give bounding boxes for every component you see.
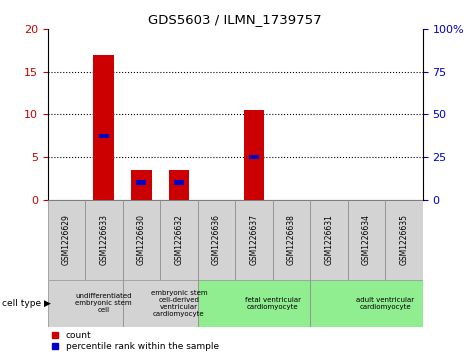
Bar [198,280,310,327]
Text: adult ventricular
cardiomyocyte: adult ventricular cardiomyocyte [356,297,414,310]
Title: GDS5603 / ILMN_1739757: GDS5603 / ILMN_1739757 [148,13,322,26]
Text: GSM1226631: GSM1226631 [324,214,333,265]
Bar [123,200,160,280]
Bar [273,200,310,280]
Bar [123,280,198,327]
Text: GSM1226635: GSM1226635 [399,214,408,265]
Text: GSM1226629: GSM1226629 [62,214,71,265]
Text: GSM1226633: GSM1226633 [99,214,108,265]
Text: fetal ventricular
cardiomyocyte: fetal ventricular cardiomyocyte [245,297,301,310]
Bar [48,280,123,327]
Legend: count, percentile rank within the sample: count, percentile rank within the sample [52,331,219,351]
Text: undifferentiated
embryonic stem
cell: undifferentiated embryonic stem cell [76,293,132,313]
Bar [244,110,264,200]
Bar [198,200,235,280]
Bar [348,200,385,280]
Bar [94,54,114,200]
Bar [310,200,348,280]
Text: GSM1226630: GSM1226630 [137,214,146,265]
Bar [131,170,152,200]
Text: GSM1226636: GSM1226636 [212,214,221,265]
Text: GSM1226638: GSM1226638 [287,214,296,265]
Bar [310,280,423,327]
Bar [48,200,85,280]
Bar [160,200,198,280]
Bar [385,200,423,280]
Bar [174,180,184,185]
Text: embryonic stem
cell-derived
ventricular
cardiomyocyte: embryonic stem cell-derived ventricular … [151,290,207,317]
Bar [169,170,189,200]
Bar [99,134,109,138]
Bar [249,155,259,159]
Text: cell type ▶: cell type ▶ [2,299,51,307]
Text: GSM1226632: GSM1226632 [174,214,183,265]
Bar [235,200,273,280]
Text: GSM1226634: GSM1226634 [362,214,371,265]
Bar [136,180,146,185]
Bar [85,200,123,280]
Text: GSM1226637: GSM1226637 [249,214,258,265]
